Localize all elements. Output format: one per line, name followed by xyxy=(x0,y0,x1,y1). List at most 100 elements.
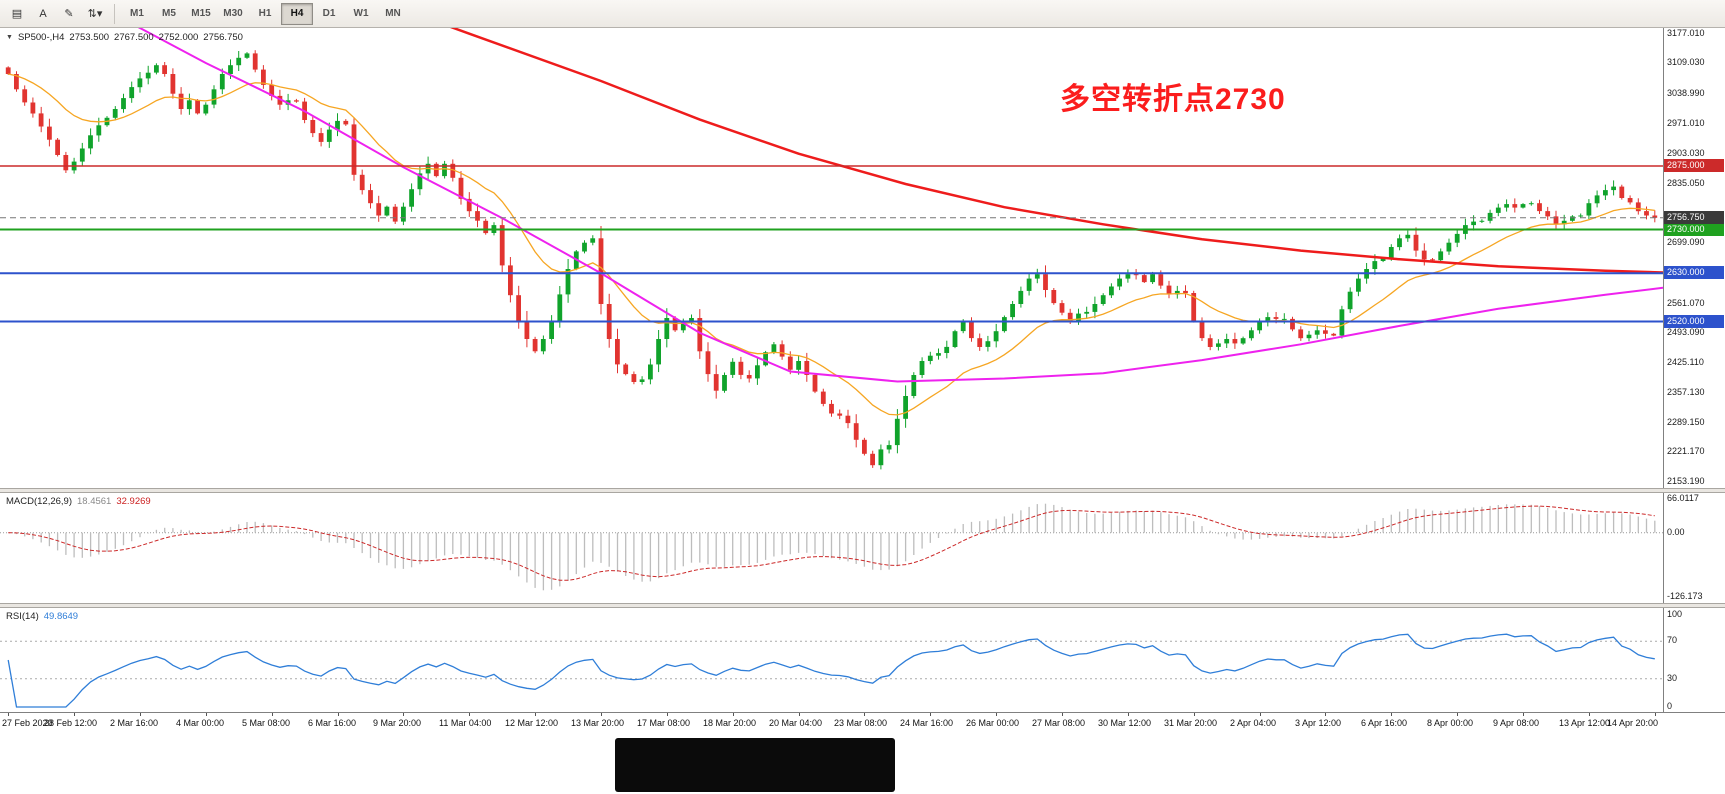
time-label: 11 Mar 04:00 xyxy=(439,718,492,728)
time-tick xyxy=(864,713,865,716)
timeframe-m30-button[interactable]: M30 xyxy=(223,8,243,19)
time-tick xyxy=(403,713,404,716)
time-tick xyxy=(1260,713,1261,716)
time-tick xyxy=(206,713,207,716)
templates-button[interactable]: ▤ xyxy=(11,8,23,20)
toolbar: ▤ A ✎ ⇅▾ M1 M5 M15 M30 H1 H4 D1 W1 MN xyxy=(0,0,1725,28)
rsi-header: RSI(14) 49.8649 xyxy=(6,611,78,622)
time-tick xyxy=(601,713,602,716)
price-tick: 2289.150 xyxy=(1667,417,1705,427)
time-tick xyxy=(1194,713,1195,716)
time-tick xyxy=(8,713,9,716)
price-tick: 3109.030 xyxy=(1667,57,1705,67)
time-tick xyxy=(1391,713,1392,716)
time-label: 30 Mar 12:00 xyxy=(1098,718,1152,728)
text-tool-button[interactable]: A xyxy=(39,7,47,20)
rsi-value: 49.8649 xyxy=(43,611,79,622)
time-tick xyxy=(667,713,668,716)
time-label: 9 Mar 20:00 xyxy=(373,718,422,728)
macd-axis: 66.0117 0.00 -126.173 xyxy=(1663,493,1725,603)
hline-price-label: 2630.000 xyxy=(1664,266,1724,279)
arrows-dropdown-button[interactable]: ⇅▾ xyxy=(87,8,103,20)
price-tick: 2425.110 xyxy=(1667,357,1704,367)
price-tick: 2699.090 xyxy=(1667,237,1705,247)
time-label: 17 Mar 08:00 xyxy=(637,718,691,728)
time-tick xyxy=(1655,713,1656,716)
time-label: 18 Mar 20:00 xyxy=(703,718,757,728)
timeframe-w1-button[interactable]: W1 xyxy=(353,8,369,19)
time-label: 23 Mar 08:00 xyxy=(834,718,888,728)
time-tick xyxy=(272,713,273,716)
time-label: 31 Mar 20:00 xyxy=(1164,718,1218,728)
rsi-tick: 30 xyxy=(1667,673,1678,683)
time-label: 13 Mar 20:00 xyxy=(571,718,625,728)
price-chart-panel[interactable]: 3177.010 3109.030 3038.990 2971.010 2903.030… xyxy=(0,28,1725,488)
timeframe-mn-button[interactable]: MN xyxy=(385,8,401,19)
bottom-strip xyxy=(0,732,1725,794)
time-tick xyxy=(1523,713,1524,716)
time-label: 6 Mar 16:00 xyxy=(308,718,357,728)
symbol-period-label: SP500-,H4 xyxy=(17,32,65,43)
panel-splitter[interactable] xyxy=(0,488,1725,493)
price-tick: 2221.170 xyxy=(1667,446,1705,456)
macd-canvas[interactable] xyxy=(0,493,1663,603)
timeframe-m1-button[interactable]: M1 xyxy=(130,8,144,19)
bid-price-label: 2756.750 xyxy=(1664,211,1724,224)
tool-group: ▤ A ✎ ⇅▾ xyxy=(4,3,108,25)
macd-tick: 0.00 xyxy=(1667,527,1685,537)
time-tick xyxy=(1062,713,1063,716)
macd-signal-value: 32.9269 xyxy=(116,496,151,507)
rsi-label: RSI(14) xyxy=(6,611,39,622)
macd-header: MACD(12,26,9) 18.4561 32.9269 xyxy=(6,496,151,507)
timeframe-h1-button[interactable]: H1 xyxy=(258,8,272,19)
time-tick xyxy=(74,713,75,716)
draw-tool-button[interactable]: ✎ xyxy=(64,8,74,20)
hline-price-label: 2730.000 xyxy=(1664,223,1724,236)
price-tick: 2357.130 xyxy=(1667,387,1705,397)
time-tick xyxy=(996,713,997,716)
rsi-tick: 100 xyxy=(1667,609,1683,619)
timeframe-d1-button[interactable]: D1 xyxy=(322,8,336,19)
time-tick xyxy=(469,713,470,716)
bottom-overlay-bar xyxy=(615,738,895,792)
time-label: 28 Feb 12:00 xyxy=(44,718,98,728)
ohlc-close: 2756.750 xyxy=(203,32,243,43)
candlestick-canvas[interactable] xyxy=(0,28,1663,488)
time-label: 4 Mar 00:00 xyxy=(176,718,225,728)
time-label: 27 Feb 2020 xyxy=(2,718,53,728)
time-tick xyxy=(338,713,339,716)
time-label: 13 Apr 12:00 xyxy=(1559,718,1611,728)
time-tick xyxy=(1128,713,1129,716)
time-tick xyxy=(733,713,734,716)
time-label: 14 Apr 20:00 xyxy=(1607,718,1659,728)
price-tick: 2561.070 xyxy=(1667,298,1705,308)
macd-label: MACD(12,26,9) xyxy=(6,496,72,507)
time-label: 8 Apr 00:00 xyxy=(1427,718,1474,728)
time-tick xyxy=(535,713,536,716)
price-axis: 3177.010 3109.030 3038.990 2971.010 2903.030… xyxy=(1663,28,1725,488)
timeframe-m15-button[interactable]: M15 xyxy=(191,8,211,19)
ohlc-high: 2767.500 xyxy=(114,32,154,43)
macd-panel[interactable]: 66.0117 0.00 -126.173 MACD(12,26,9) 18.456… xyxy=(0,493,1725,603)
time-tick xyxy=(1325,713,1326,716)
time-label: 9 Apr 08:00 xyxy=(1493,718,1540,728)
rsi-axis: 100 70 30 0 xyxy=(1663,608,1725,712)
chart-dropdown-caret[interactable]: ▼ xyxy=(6,34,13,41)
macd-tick: -126.173 xyxy=(1667,591,1703,601)
rsi-canvas[interactable] xyxy=(0,608,1663,712)
price-tick: 2153.190 xyxy=(1667,476,1705,486)
time-tick xyxy=(1457,713,1458,716)
chart-header: ▼ SP500-,H4 2753.500 2767.500 2752.000 2… xyxy=(6,32,243,43)
hline-price-label: 2875.000 xyxy=(1664,159,1724,172)
timeframe-m5-button[interactable]: M5 xyxy=(162,8,176,19)
time-label: 2 Apr 04:00 xyxy=(1230,718,1277,728)
rsi-panel[interactable]: 100 70 30 0 RSI(14) 49.8649 xyxy=(0,608,1725,712)
panel-splitter[interactable] xyxy=(0,603,1725,608)
time-label: 26 Mar 00:00 xyxy=(966,718,1020,728)
timeframe-h4-button[interactable]: H4 xyxy=(281,2,313,25)
price-tick: 3038.990 xyxy=(1667,88,1705,98)
time-label: 2 Mar 16:00 xyxy=(110,718,159,728)
time-label: 27 Mar 08:00 xyxy=(1032,718,1086,728)
rsi-tick: 70 xyxy=(1667,635,1678,645)
